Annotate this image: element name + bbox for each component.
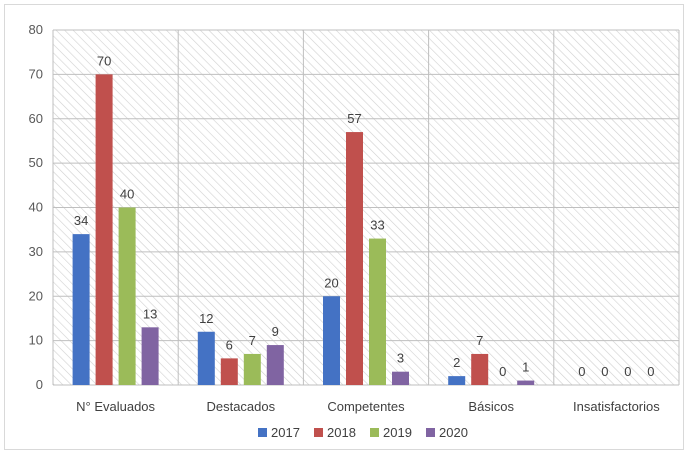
data-label: 33 [370,218,384,233]
legend-label: 2019 [383,425,412,440]
data-label: 20 [324,275,338,290]
bar [95,74,113,385]
y-tick-label: 70 [29,66,43,81]
bars [72,74,535,385]
data-label: 0 [578,364,585,379]
y-tick-label: 20 [29,288,43,303]
legend-label: 2018 [327,425,356,440]
data-label: 7 [249,333,256,348]
y-tick-label: 80 [29,22,43,37]
gridlines [52,29,680,386]
data-label: 7 [476,333,483,348]
data-label: 6 [226,337,233,352]
bar [197,331,215,385]
y-tick-label: 60 [29,111,43,126]
x-category-label: Insatisfactorios [573,399,660,414]
legend-swatch [426,428,435,437]
bar [323,296,340,385]
legend-swatch [258,428,267,437]
bar [392,371,409,385]
bar [141,327,159,385]
data-label: 2 [453,355,460,370]
x-category-label: N° Evaluados [76,399,155,414]
y-tick-label: 30 [29,244,43,259]
data-label: 57 [347,111,361,126]
x-category-label: Básicos [468,399,514,414]
legend-label: 2017 [271,425,300,440]
data-label: 70 [97,53,111,68]
x-category-label: Competentes [327,399,405,414]
data-label: 0 [647,364,654,379]
bar [448,376,466,385]
y-tick-label: 10 [29,333,43,348]
data-label: 0 [601,364,608,379]
data-label: 13 [143,306,157,321]
legend-swatch [314,428,323,437]
data-label: 12 [199,311,213,326]
legend: 2017 2018 2019 2020 [258,425,468,440]
chart-frame: 0 10 20 30 40 50 60 70 80 34 70 40 13 12 6 7 9 20 57 33 3 2 7… [4,4,684,450]
bar [369,238,386,385]
x-axis: N° Evaluados Destacados Competentes Básicos… [76,399,660,414]
bar [243,353,261,385]
bar [517,380,535,385]
y-tick-label: 0 [36,377,43,392]
data-label: 3 [397,351,404,366]
legend-label: 2020 [439,425,468,440]
bar [266,345,284,385]
data-label: 9 [272,324,279,339]
y-tick-label: 50 [29,155,43,170]
data-label: 0 [624,364,631,379]
y-tick-label: 40 [29,200,43,215]
x-category-label: Destacados [206,399,275,414]
data-label: 1 [522,360,529,375]
data-label: 40 [120,187,134,202]
bar [118,207,136,385]
bar [220,358,238,385]
bar [346,132,363,385]
legend-swatch [370,428,379,437]
y-axis: 0 10 20 30 40 50 60 70 80 [29,22,43,392]
bar [72,234,90,385]
bar [471,353,489,385]
data-label: 0 [499,364,506,379]
data-label: 34 [74,213,88,228]
